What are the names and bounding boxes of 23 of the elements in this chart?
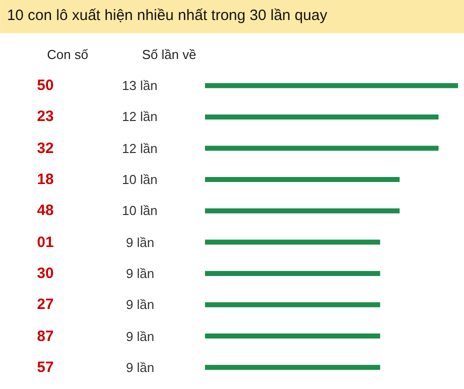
data-label: 9 lần (126, 360, 154, 375)
y-tick-label: 57 (37, 359, 54, 376)
data-label: 9 lần (126, 266, 154, 281)
y-tick-label: 50 (37, 77, 54, 94)
y-tick-label: 30 (37, 265, 54, 282)
text: Số lần về (142, 47, 196, 62)
y-tick-label: 23 (37, 108, 54, 125)
y-tick-label: 27 (37, 296, 54, 313)
y-axis-title: Con số (47, 47, 88, 62)
chart-title: 10 con lô xuất hiện nhiều nhất trong 30 lần quay (6, 7, 328, 24)
y-tick-label: 48 (37, 202, 54, 219)
data-label: 12 lần (122, 141, 158, 156)
data-label: 13 lần (122, 78, 158, 93)
data-label: 10 lần (122, 203, 158, 218)
data-label: 12 lần (122, 109, 158, 124)
y-tick-label: 18 (37, 171, 54, 188)
y-tick-label: 32 (37, 140, 54, 157)
data-label: 10 lần (122, 172, 158, 187)
data-label: 9 lần (126, 329, 154, 344)
data-label: 9 lần (126, 297, 154, 312)
data-label: 9 lần (126, 235, 154, 250)
y-tick-label: 01 (37, 234, 54, 251)
y-tick-label: 87 (37, 328, 54, 345)
